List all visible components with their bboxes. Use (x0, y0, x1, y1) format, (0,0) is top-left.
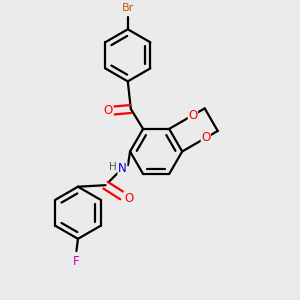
Text: O: O (188, 109, 197, 122)
Text: N: N (118, 162, 127, 175)
Text: F: F (73, 255, 80, 268)
Text: Br: Br (122, 3, 134, 13)
Text: O: O (124, 192, 133, 205)
Text: H: H (109, 162, 116, 172)
Text: O: O (201, 131, 211, 144)
Text: O: O (104, 104, 113, 117)
